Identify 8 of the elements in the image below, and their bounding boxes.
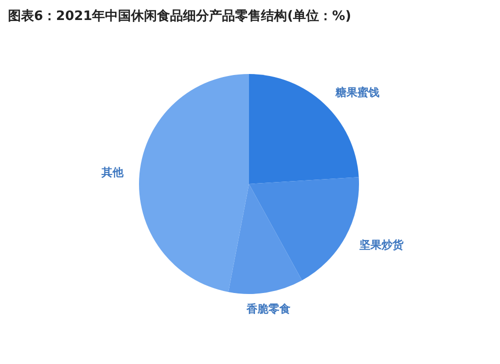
pie-slice xyxy=(228,184,302,294)
pie-slice xyxy=(249,177,359,280)
chart-title: 图表6：2021年中国休闲食品细分产品零售结构(单位：%) xyxy=(8,8,352,24)
slice-label: 坚果炒货 xyxy=(358,238,404,252)
slice-label: 香脆零食 xyxy=(246,302,291,316)
slice-label: 其他 xyxy=(100,166,125,180)
pie-slice xyxy=(139,74,249,292)
slice-label: 糖果蜜饯 xyxy=(334,86,380,100)
